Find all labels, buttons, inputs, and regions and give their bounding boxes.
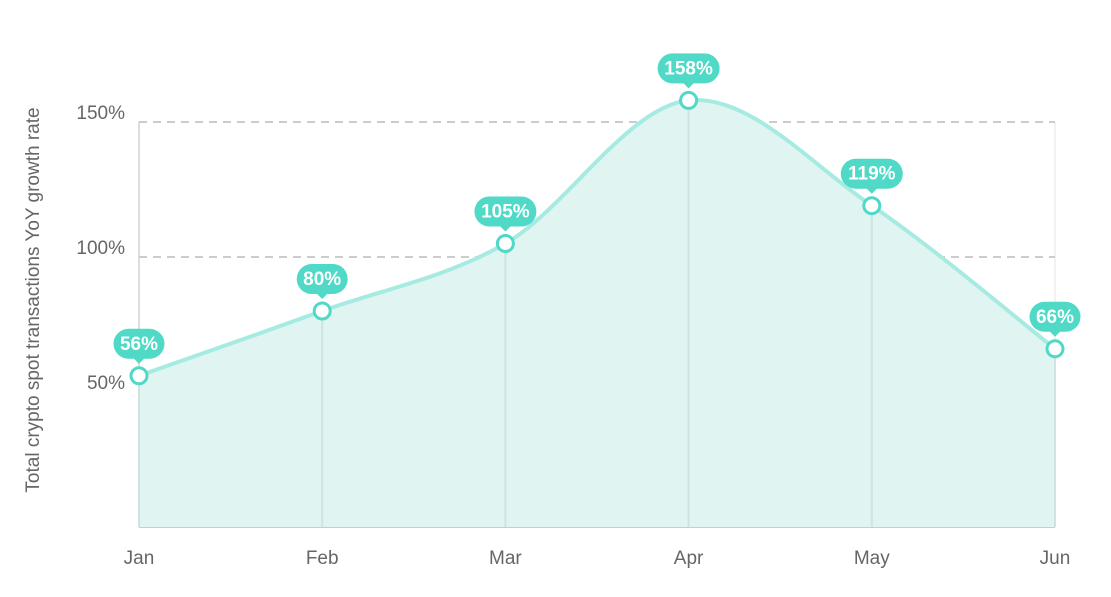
x-tick-label: Mar	[489, 548, 522, 569]
value-label: 105%	[481, 202, 530, 223]
point	[679, 90, 699, 110]
value-label-tail	[682, 82, 695, 89]
value-label-tail	[865, 187, 878, 194]
x-tick-label: Apr	[674, 548, 704, 569]
y-tick-label: 100%	[76, 238, 125, 259]
value-label-bg	[296, 264, 348, 294]
y-axis-label: Total crypto spot transactions YoY growt…	[23, 107, 44, 492]
value-label-bg	[657, 53, 720, 84]
value-label-bg	[113, 328, 165, 359]
value-label-bg	[474, 196, 537, 227]
value-label: 56%	[120, 334, 158, 355]
x-tick-label: May	[854, 548, 890, 569]
value-label-tail	[133, 357, 145, 364]
value-label: 66%	[1036, 307, 1074, 328]
x-tick-label: Feb	[306, 548, 339, 569]
value-label-bg	[840, 158, 903, 189]
x-tick-label: Jun	[1040, 548, 1071, 569]
value-label-tail	[1049, 330, 1061, 337]
y-tick-label: 150%	[76, 103, 125, 124]
value-label: 158%	[664, 58, 713, 79]
value-label: 119%	[848, 164, 896, 185]
value-label: 80%	[303, 269, 341, 290]
area	[139, 100, 1055, 527]
point	[129, 366, 149, 386]
x-tick-label: Jan	[124, 548, 155, 569]
y-tick-label: 50%	[87, 373, 125, 394]
point	[312, 301, 332, 321]
value-label-tail	[316, 293, 329, 299]
point	[495, 234, 515, 253]
point	[862, 196, 882, 216]
point	[1045, 339, 1065, 359]
value-label-tail	[499, 225, 512, 232]
value-label-bg	[1029, 301, 1081, 332]
